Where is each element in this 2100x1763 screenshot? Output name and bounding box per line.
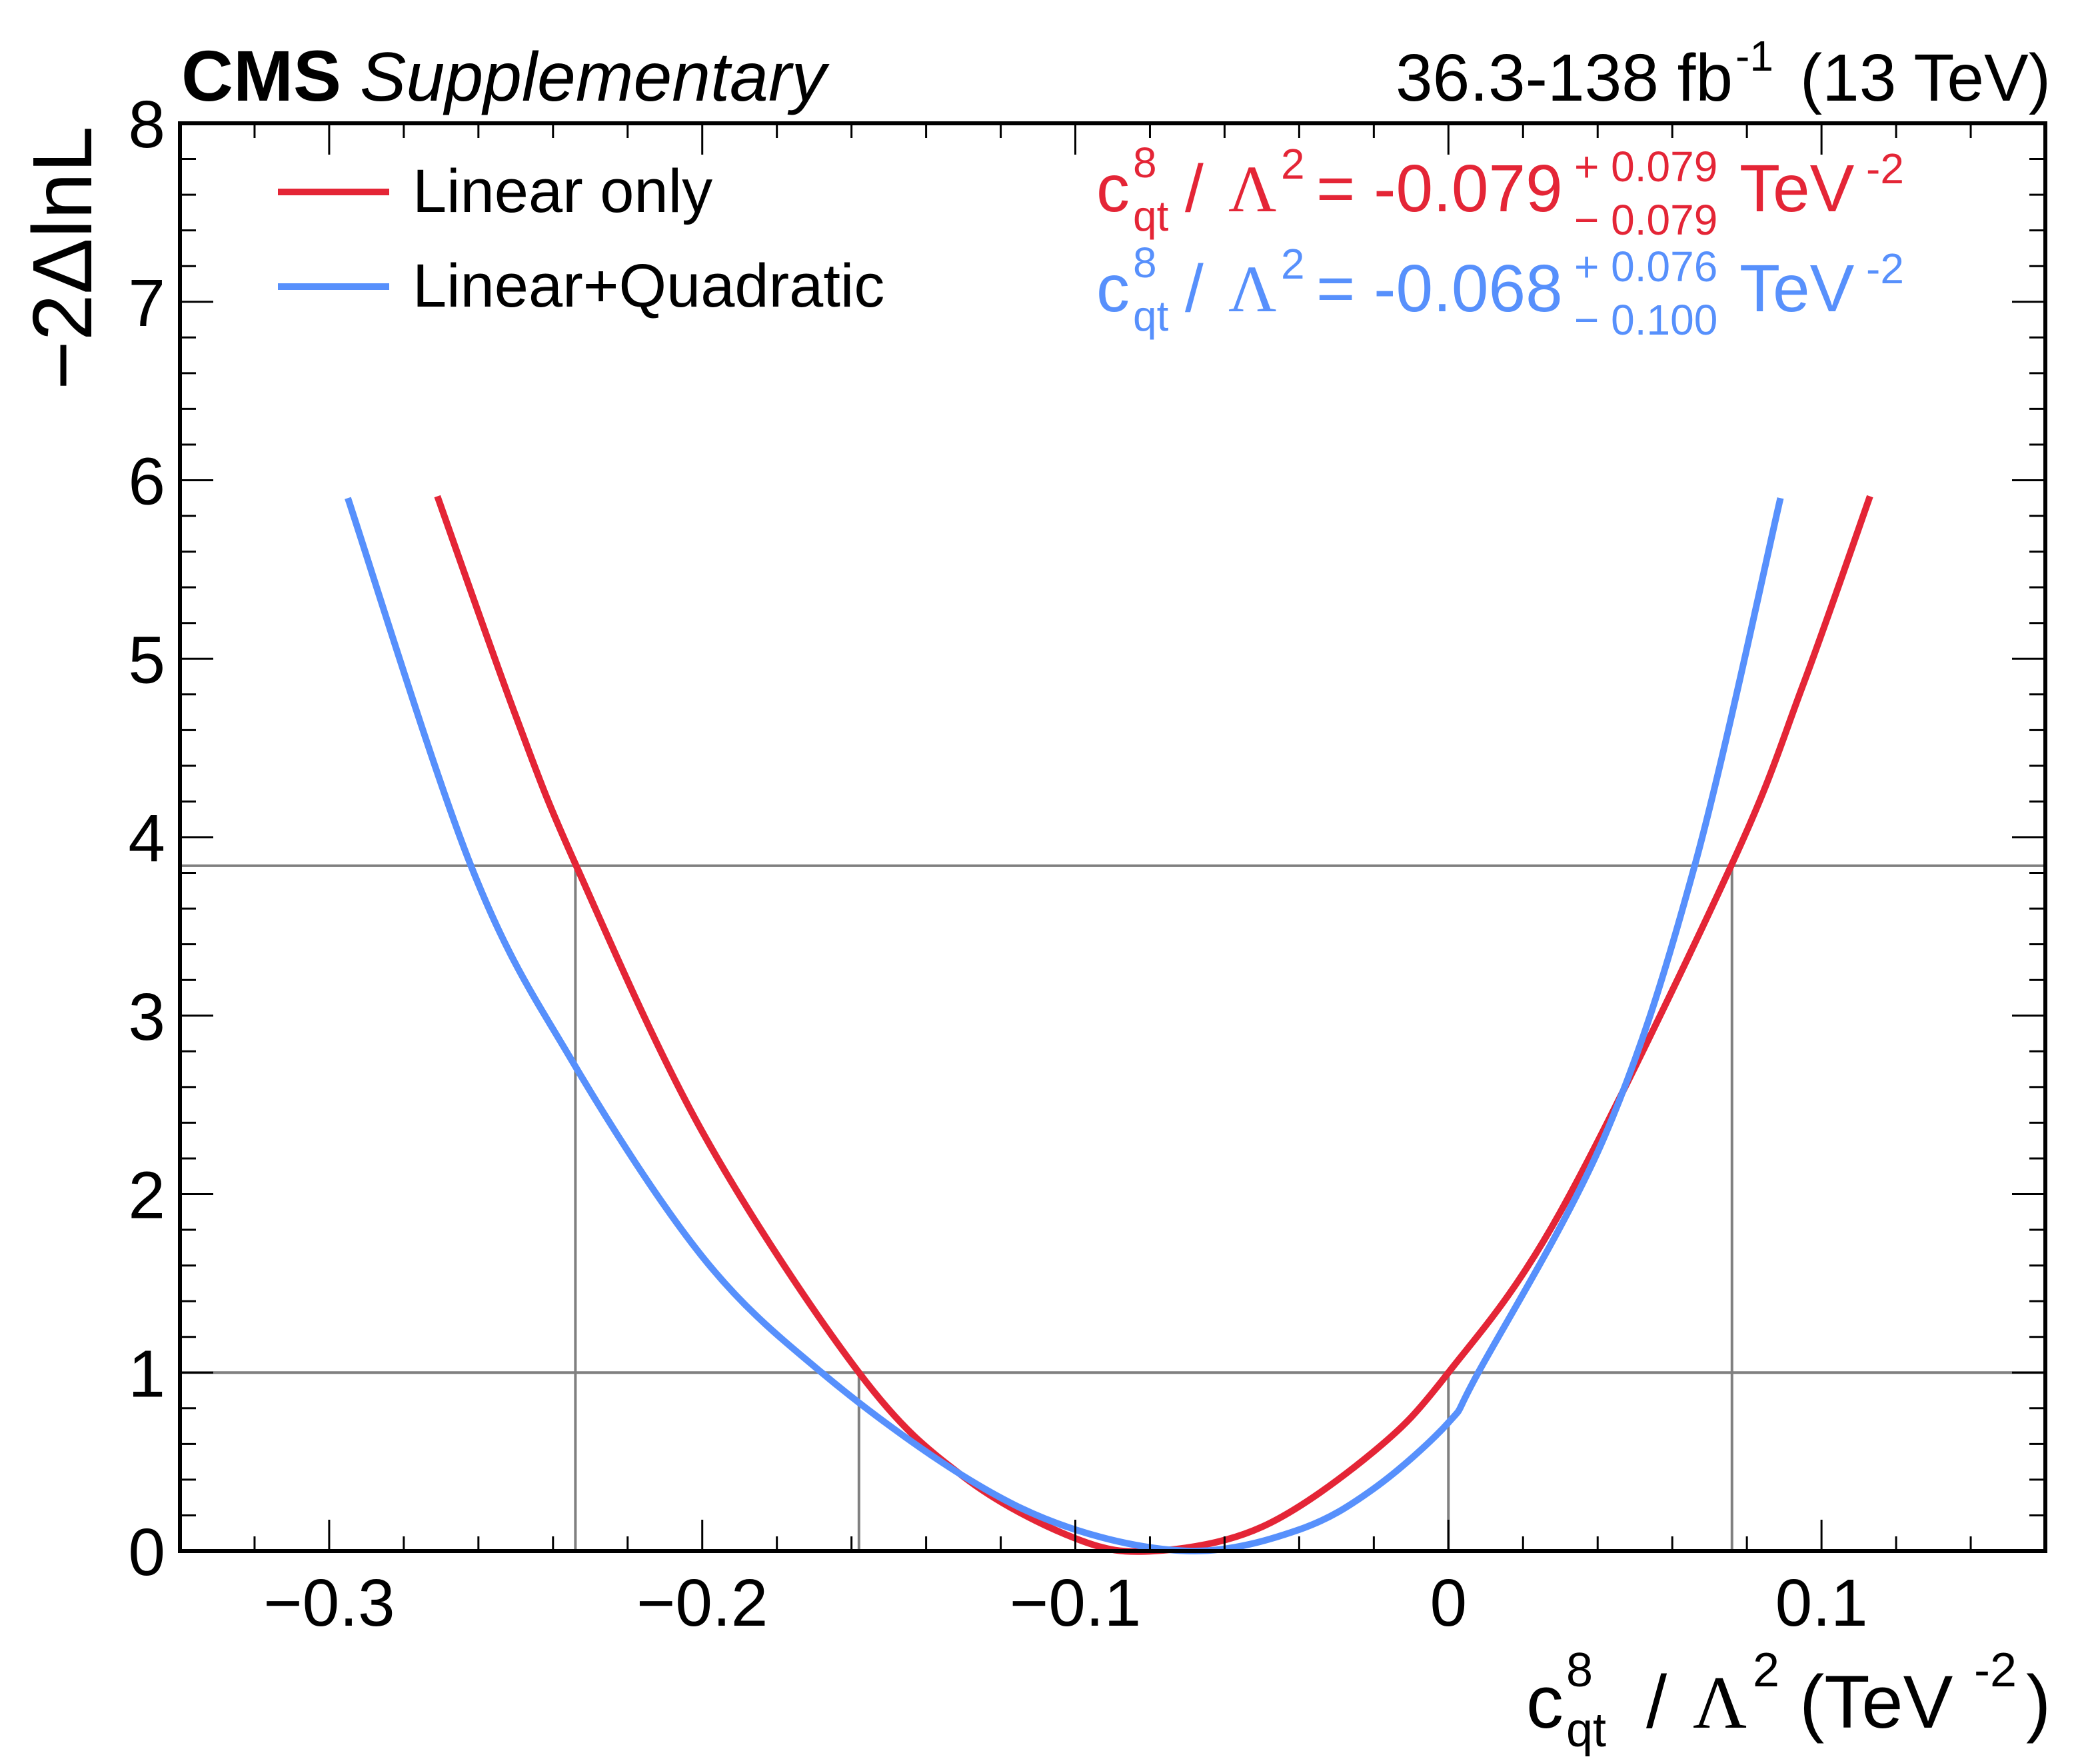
- x-label-unit-sup: -2: [1974, 1644, 2017, 1697]
- result-sup: 8: [1133, 139, 1157, 187]
- result-unit: TeV: [1739, 251, 1855, 326]
- result-value: = -0.079: [1316, 151, 1563, 226]
- legend-label-linear-only: Linear only: [413, 157, 712, 225]
- result-sub: qt: [1133, 192, 1169, 240]
- result-value: = -0.068: [1316, 251, 1563, 326]
- y-tick-label: 2: [128, 1158, 165, 1233]
- y-tick-label: 8: [128, 87, 165, 162]
- x-tick-label: −0.1: [1010, 1566, 1141, 1640]
- supplementary-label: Supplementary: [360, 39, 830, 116]
- lumi-text: 36.3-138 fb: [1396, 41, 1733, 115]
- legend: Linear only Linear+Quadratic: [278, 157, 884, 320]
- y-tick-label: 5: [128, 623, 165, 697]
- x-tick-label: −0.3: [263, 1566, 395, 1640]
- result-unit-sup: -2: [1866, 145, 1904, 193]
- lumi-superscript: -1: [1735, 32, 1773, 80]
- x-label-unit: (TeV: [1799, 1660, 1953, 1744]
- result-error-up: + 0.079: [1574, 143, 1717, 191]
- legend-label-linear-quadratic: Linear+Quadratic: [413, 252, 884, 320]
- fit-result-linear-quadratic: c 8 qt / Λ 2 = -0.068 + 0.076 − 0.100 Te…: [1096, 239, 1904, 344]
- y-tick-label: 1: [128, 1336, 165, 1411]
- y-tick-label: 3: [128, 980, 165, 1054]
- x-label-sub: qt: [1566, 1704, 1606, 1757]
- y-axis-label: −2ΔlnL: [15, 126, 109, 390]
- result-lambda: Λ: [1228, 152, 1277, 226]
- fit-result-linear-only: c 8 qt / Λ 2 = -0.079 + 0.079 − 0.079 Te…: [1096, 139, 1904, 244]
- plot-frame: [178, 121, 2047, 1553]
- x-label-slash: /: [1646, 1660, 1667, 1744]
- x-label-c: c: [1526, 1660, 1564, 1744]
- result-c: c: [1096, 251, 1130, 326]
- result-lambda-sup: 2: [1281, 240, 1305, 288]
- result-unit-sup: -2: [1866, 245, 1904, 293]
- x-label-lambda-sup: 2: [1753, 1644, 1779, 1697]
- result-error-up: + 0.076: [1574, 243, 1717, 291]
- x-tick-label: 0.1: [1775, 1566, 1868, 1640]
- y-tick-label: 7: [128, 266, 165, 341]
- result-slash: /: [1185, 251, 1204, 326]
- tick-labels: −0.3 −0.2 −0.1 0 0.1 0 1 2 3 4 5 6 7 8: [128, 87, 1867, 1640]
- x-label-sup: 8: [1566, 1644, 1593, 1697]
- result-c: c: [1096, 151, 1130, 226]
- result-slash: /: [1185, 151, 1204, 226]
- y-tick-label: 4: [128, 801, 165, 876]
- x-label-lambda: Λ: [1693, 1662, 1747, 1744]
- y-tick-label: 6: [128, 445, 165, 519]
- result-lambda: Λ: [1228, 252, 1277, 326]
- result-unit: TeV: [1739, 151, 1855, 226]
- result-lambda-sup: 2: [1281, 140, 1305, 188]
- result-sub: qt: [1133, 292, 1169, 340]
- x-tick-label: 0: [1430, 1566, 1468, 1640]
- result-sup: 8: [1133, 239, 1157, 287]
- x-tick-label: −0.2: [636, 1566, 768, 1640]
- result-error-down: − 0.100: [1574, 296, 1717, 344]
- y-tick-label: 0: [128, 1515, 165, 1590]
- energy-label: (13 TeV): [1800, 41, 2051, 115]
- x-axis-label: c 8 qt / Λ 2 (TeV -2 ): [1526, 1644, 2051, 1757]
- experiment-label: CMS: [181, 35, 341, 116]
- x-label-close: ): [2026, 1660, 2051, 1744]
- result-error-down: − 0.079: [1574, 196, 1717, 244]
